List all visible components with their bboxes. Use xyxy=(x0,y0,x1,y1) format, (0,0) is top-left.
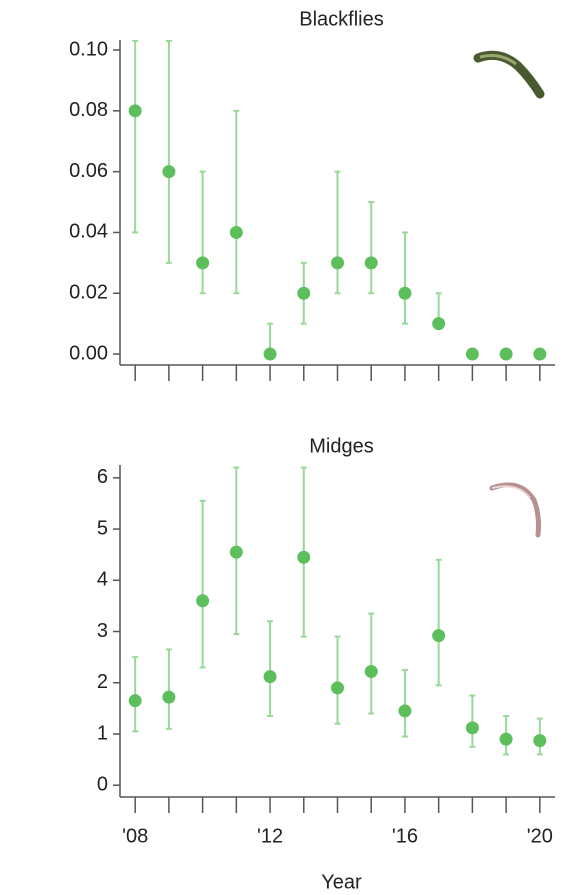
data-point xyxy=(128,694,142,708)
data-point xyxy=(499,347,513,361)
y-tick-label: 0.02 xyxy=(69,282,108,304)
chart-title: Blackflies xyxy=(299,8,383,30)
x-axis-label: Year xyxy=(321,871,362,893)
data-point xyxy=(432,629,446,643)
y-tick-label: 4 xyxy=(97,569,108,591)
data-point xyxy=(162,690,176,704)
y-tick-label: 1 xyxy=(97,722,108,744)
y-tick-label: 0.06 xyxy=(69,160,108,182)
data-point xyxy=(263,670,277,684)
data-point xyxy=(263,347,277,361)
y-tick-label: 0.08 xyxy=(69,99,108,121)
data-point xyxy=(331,256,344,270)
data-point xyxy=(364,256,378,270)
midge-icon xyxy=(489,482,541,538)
data-point xyxy=(331,681,344,695)
y-tick-label: 0.10 xyxy=(69,38,108,60)
data-point xyxy=(162,165,176,179)
y-tick-label: 0 xyxy=(97,773,108,795)
y-tick-label: 0.00 xyxy=(69,342,108,364)
data-point xyxy=(297,550,311,564)
data-point xyxy=(128,104,142,118)
data-point xyxy=(364,664,378,678)
data-point xyxy=(398,704,412,718)
y-tick-label: 6 xyxy=(97,466,108,488)
data-point xyxy=(297,286,311,300)
data-point xyxy=(229,545,243,559)
x-tick-label: '20 xyxy=(527,825,553,847)
y-tick-label: 2 xyxy=(97,671,108,693)
blackfly-icon xyxy=(473,50,545,99)
data-point xyxy=(196,256,210,270)
chart-title: Midges xyxy=(309,435,373,457)
x-tick-label: '08 xyxy=(122,825,148,847)
y-tick-label: 5 xyxy=(97,517,108,539)
data-point xyxy=(196,594,210,608)
data-point xyxy=(398,286,412,300)
data-point xyxy=(533,734,547,748)
data-point xyxy=(533,347,547,361)
data-point xyxy=(229,225,243,239)
y-tick-label: 0.04 xyxy=(69,221,108,243)
y-tick-label: 3 xyxy=(97,620,108,642)
data-point xyxy=(465,347,479,361)
x-tick-label: '16 xyxy=(392,825,418,847)
data-point xyxy=(465,721,479,735)
x-tick-label: '12 xyxy=(257,825,283,847)
data-point xyxy=(432,317,446,331)
data-point xyxy=(499,732,513,746)
